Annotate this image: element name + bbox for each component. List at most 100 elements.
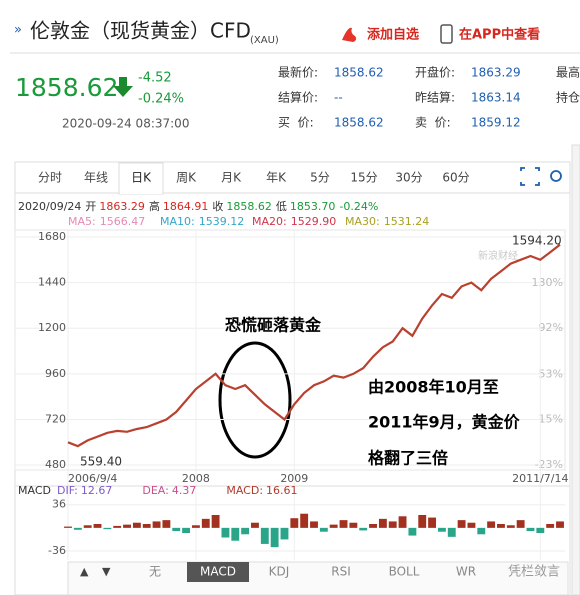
highlight-ellipse (218, 341, 292, 459)
y-tick-label: 960 (45, 367, 66, 380)
indicator-tab[interactable]: BOLL (389, 565, 420, 579)
indicator-tab[interactable]: WR (456, 565, 476, 579)
indicator-value: 16.61 (266, 484, 298, 497)
macd-bar (546, 524, 555, 528)
x-tick-label: 2011/7/14 (512, 472, 568, 485)
tab[interactable]: 5分 (310, 171, 330, 185)
macd-bar (497, 524, 505, 528)
macd-bar (437, 527, 446, 532)
app-view[interactable]: 在APP中查看 (459, 27, 540, 43)
change-pct: -0.24% (138, 92, 184, 107)
page-title: 伦敦金（现货黄金）CFD (30, 19, 251, 43)
ma-name: MA30: (345, 215, 380, 228)
macd-bar (113, 525, 122, 528)
macd-bar (300, 513, 309, 528)
indicator-label: MACD: (226, 484, 263, 497)
indicator-tab[interactable]: RSI (331, 565, 351, 579)
macd-bar (64, 526, 72, 528)
tab[interactable]: 月K (221, 171, 242, 185)
watermark: 凭栏敛言 (508, 564, 560, 580)
field-value: 1863.14 (471, 91, 521, 105)
field-value: 1858.62 (334, 66, 384, 80)
macd-bar (506, 525, 515, 528)
ma-value: 1539.12 (199, 215, 245, 228)
tab[interactable]: 60分 (442, 171, 469, 185)
high-label: 1594.20 (512, 234, 562, 248)
side-panel (571, 144, 580, 595)
indicator-tab[interactable]: MACD (200, 565, 236, 579)
macd-title: MACD (18, 484, 51, 497)
field-label: 昨结算: (415, 90, 455, 105)
field-label: 结算价: (278, 90, 318, 105)
macd-bar (103, 527, 112, 530)
field-label: 最高 (556, 65, 580, 80)
info-text: 低 (276, 200, 287, 213)
macd-bar (280, 527, 289, 540)
tab[interactable]: 30分 (395, 171, 422, 185)
fullscreen-icon[interactable] (520, 167, 540, 186)
info-text: 收 (212, 199, 223, 213)
field-label: 买 价: (278, 116, 314, 130)
annotation: 恐慌砸落黄金 (225, 316, 322, 335)
macd-bar (260, 527, 269, 544)
macd-bar (408, 527, 417, 536)
x-tick-label: 2006/9/4 (68, 472, 117, 485)
y2-tick-label: 53% (539, 368, 563, 381)
price-line (67, 243, 561, 448)
info-text: 高 (149, 199, 160, 213)
add-watch[interactable]: 添加自选 (367, 27, 419, 43)
macd-bar (339, 520, 348, 528)
field-label: 最新价: (278, 65, 318, 80)
tab[interactable]: 年K (266, 171, 287, 185)
ma-name: MA20: (252, 215, 287, 228)
macd-bar (221, 527, 230, 538)
macd-bar (162, 520, 171, 528)
tab[interactable]: 周K (176, 171, 197, 185)
indicator-tab[interactable]: KDJ (269, 565, 290, 579)
tab[interactable]: 分时 (38, 171, 62, 185)
macd-bar (536, 527, 545, 533)
tab[interactable]: 日K (131, 171, 152, 185)
indicator-tab[interactable]: 无 (149, 565, 161, 579)
indicator-label: DIF: (57, 484, 78, 497)
macd-bar (349, 522, 358, 528)
macd-bar (556, 521, 564, 528)
annotation: 2011年9月，黄金价 (368, 413, 521, 432)
macd-bar (182, 527, 191, 533)
indicator-value: 12.67 (81, 484, 113, 497)
macd-bar (241, 527, 250, 535)
nav-arrow[interactable]: ▼ (102, 565, 111, 578)
info-text: 开 (85, 200, 96, 213)
fire-icon (342, 27, 357, 42)
phone-icon (440, 24, 453, 44)
y-tick-label: 1200 (38, 321, 66, 334)
y-tick-label: 36 (52, 498, 66, 511)
tab[interactable]: 年线 (84, 171, 108, 185)
y-tick-label: -36 (48, 544, 66, 557)
macd-bar (152, 521, 161, 528)
macd-bar (526, 527, 535, 532)
change: -4.52 (138, 71, 172, 86)
tab[interactable]: 15分 (350, 171, 377, 185)
icon: » (14, 23, 22, 38)
ma-name: MA5: (68, 215, 96, 228)
ma-name: MA10: (160, 215, 195, 228)
low-label: 559.40 (80, 455, 122, 469)
field-value: 1859.12 (471, 116, 521, 130)
settings-icon[interactable] (550, 170, 562, 182)
field-label: 开盘价: (415, 65, 455, 80)
field-label: 持仓 (556, 90, 580, 105)
macd-bar (73, 527, 82, 530)
time: 2020-09-24 08:37:00 (62, 117, 189, 131)
nav-arrow[interactable]: ▲ (80, 565, 89, 578)
indicator-label: DEA: (142, 484, 168, 497)
macd-bar (447, 527, 456, 537)
active-tab-bg (118, 162, 164, 195)
y2-tick-label: 92% (539, 321, 563, 334)
indicator-value: 4.37 (172, 484, 197, 497)
y2-tick-label: 15% (539, 413, 563, 426)
plot-area (14, 229, 566, 471)
